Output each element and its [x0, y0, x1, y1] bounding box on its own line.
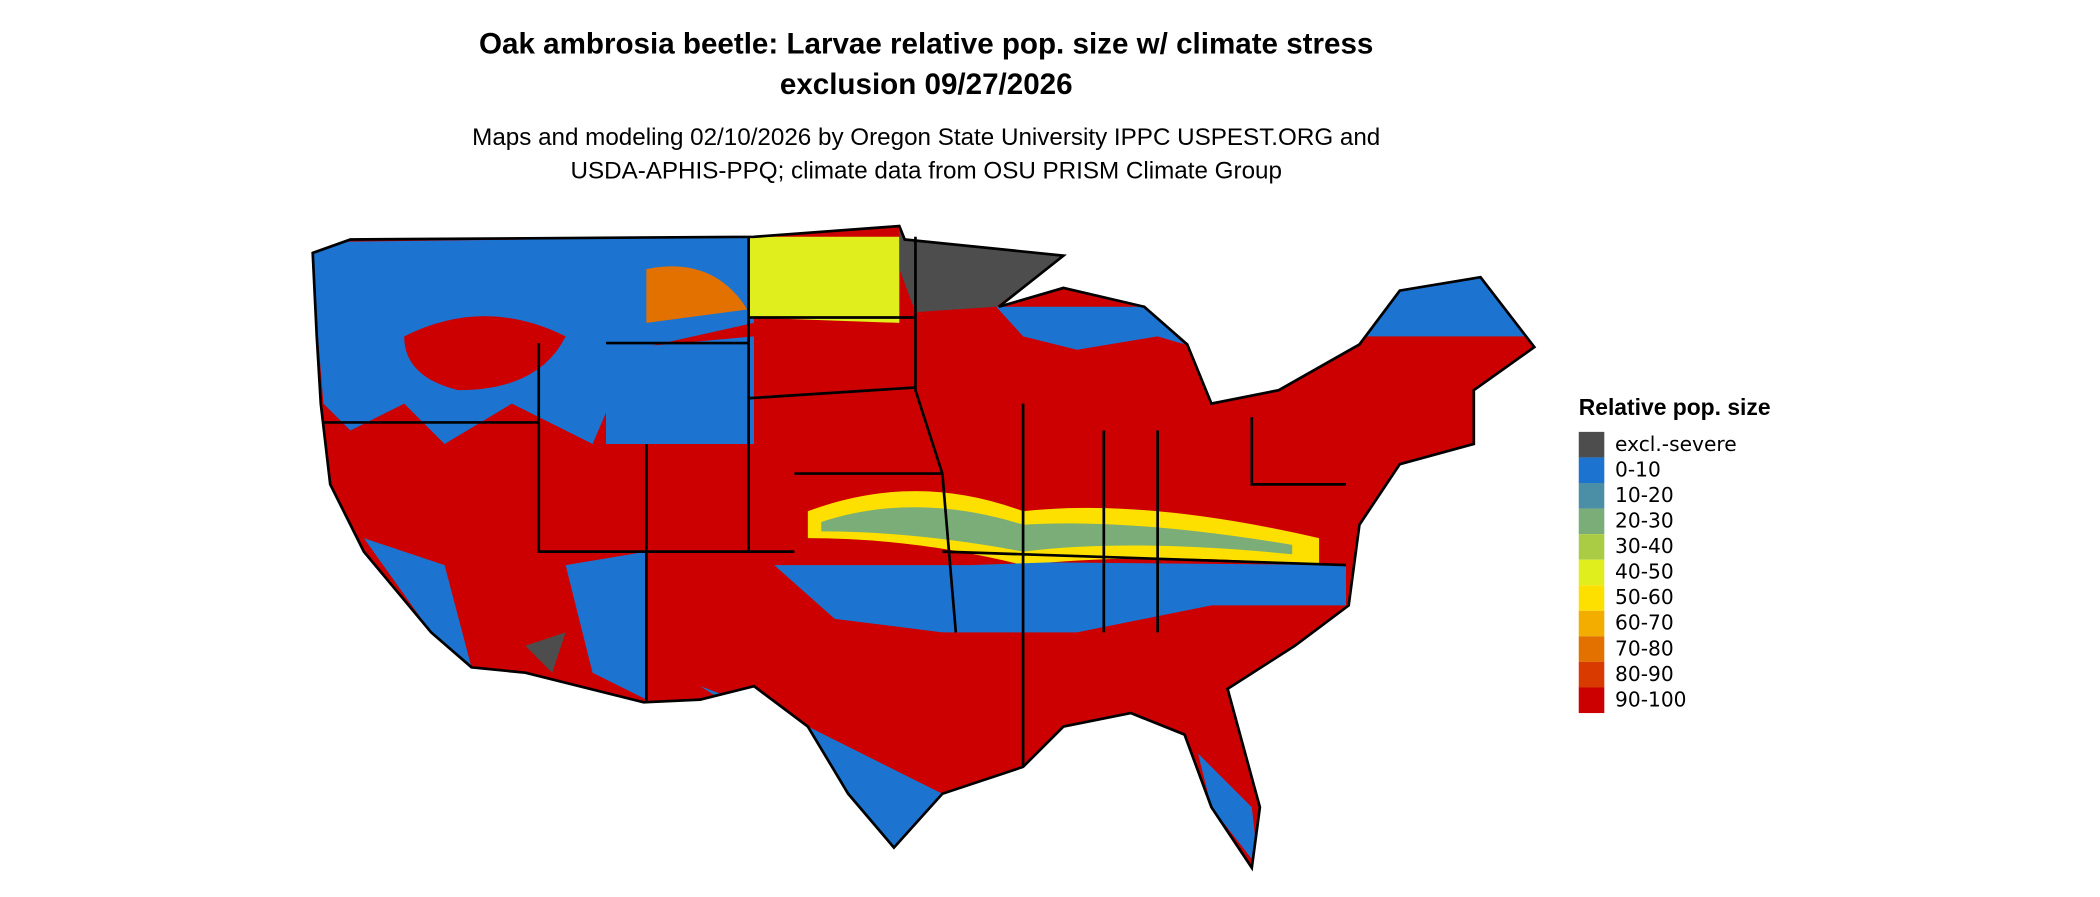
state-borders	[311, 224, 1537, 872]
region	[821, 507, 1293, 555]
legend-label: 50-60	[1615, 585, 1674, 609]
legend-swatch	[1578, 457, 1605, 483]
region	[363, 538, 472, 668]
region	[774, 562, 1346, 633]
legend-label: excl.-severe	[1615, 432, 1737, 456]
legend-label: 0-10	[1615, 457, 1661, 481]
region	[646, 266, 748, 323]
region	[748, 236, 900, 323]
legend-label: 80-90	[1615, 662, 1674, 686]
legend-swatch	[1578, 585, 1605, 611]
legend-swatch	[1578, 610, 1605, 637]
legend: Relative pop. size excl.-severe0-1010-20…	[1578, 394, 1771, 714]
legend-label: 60-70	[1615, 611, 1674, 635]
legend-swatch	[1578, 636, 1605, 662]
title-line: exclusion 09/27/2026	[780, 68, 1073, 101]
legend-label: 30-40	[1615, 534, 1674, 558]
legend-label: 70-80	[1615, 636, 1674, 660]
region	[525, 632, 566, 673]
legend-label: 90-100	[1615, 687, 1686, 711]
region	[899, 226, 1064, 313]
legend-swatch	[1578, 482, 1605, 509]
legend-swatch	[1578, 508, 1605, 535]
legend-swatch	[1578, 661, 1605, 688]
region	[606, 336, 755, 444]
region	[565, 551, 647, 700]
subtitle-line: USDA-APHIS-PPQ; climate data from OSU PR…	[570, 158, 1282, 185]
map	[312, 226, 1535, 868]
legend-swatch	[1578, 687, 1605, 714]
legend-swatch	[1578, 559, 1605, 586]
region	[404, 316, 566, 391]
legend-swatch	[1578, 534, 1605, 560]
region	[996, 306, 1185, 350]
legend-label: 40-50	[1615, 560, 1674, 584]
legend-label: 10-20	[1615, 483, 1674, 507]
subtitle-line: Maps and modeling 02/10/2026 by Oregon S…	[472, 124, 1380, 151]
legend-label: 20-30	[1615, 509, 1674, 533]
legend-swatch	[1578, 431, 1605, 458]
region	[1197, 753, 1259, 868]
legend-title: Relative pop. size	[1579, 394, 1771, 420]
title-line: Oak ambrosia beetle: Larvae relative pop…	[479, 28, 1373, 61]
